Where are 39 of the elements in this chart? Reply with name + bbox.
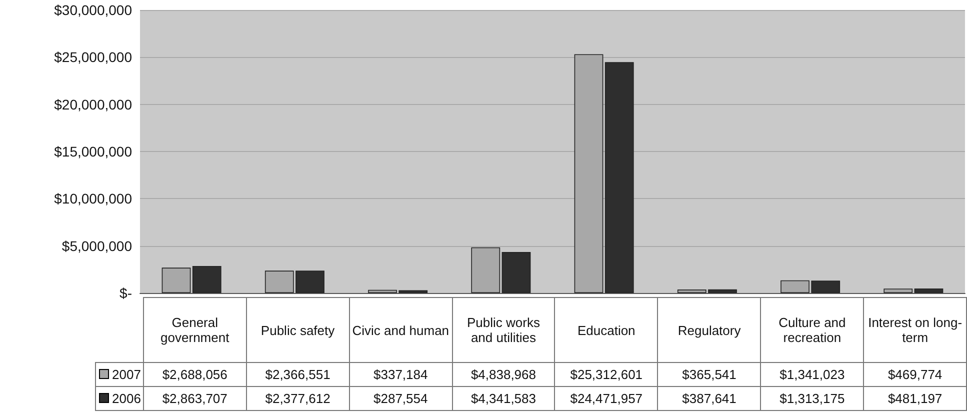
x-tick-label: Education — [554, 298, 658, 362]
data-label: $1,313,175 — [760, 386, 864, 410]
bar — [192, 266, 222, 293]
data-label: $365,541 — [658, 362, 761, 386]
bar — [604, 62, 634, 293]
data-label: $25,312,601 — [554, 362, 658, 386]
data-label: $24,471,957 — [554, 386, 658, 410]
bar — [162, 268, 191, 293]
y-tick-label: $15,000,000 — [54, 144, 132, 160]
data-label: $2,366,551 — [246, 362, 350, 386]
data-label: $469,774 — [864, 362, 966, 386]
data-label: $287,554 — [349, 386, 452, 410]
bar — [884, 288, 913, 293]
data-label: $481,197 — [864, 386, 966, 410]
data-label: $2,863,707 — [143, 386, 246, 410]
legend-label: 2006 — [96, 386, 144, 410]
data-label: $387,641 — [658, 386, 761, 410]
legend-label: 2007 — [96, 362, 144, 386]
x-tick-label: Public works and utilities — [452, 298, 555, 362]
y-tick-label: $5,000,000 — [62, 238, 132, 254]
y-tick-label: $30,000,000 — [54, 2, 132, 18]
x-tick-label: Civic and human — [349, 298, 452, 362]
bar — [502, 252, 531, 293]
y-tick-label: $10,000,000 — [54, 190, 132, 207]
x-tick-label: Interest on long-term — [864, 298, 966, 362]
bar — [914, 288, 944, 293]
x-tick-label: Public safety — [246, 298, 350, 362]
data-label: $2,688,056 — [143, 362, 246, 386]
x-tick-label: Culture and recreation — [760, 298, 864, 362]
y-tick-label: $20,000,000 — [54, 96, 132, 112]
data-label: $2,377,612 — [246, 386, 350, 410]
x-tick-label: Regulatory — [658, 298, 761, 362]
data-label: $337,184 — [349, 362, 452, 386]
y-tick-label: $- — [120, 285, 132, 301]
data-label: $4,838,968 — [452, 362, 555, 386]
data-label: $4,341,583 — [452, 386, 555, 410]
y-tick-label: $25,000,000 — [54, 49, 132, 66]
x-tick-label: General government — [143, 298, 246, 362]
data-label: $1,341,023 — [760, 362, 864, 386]
